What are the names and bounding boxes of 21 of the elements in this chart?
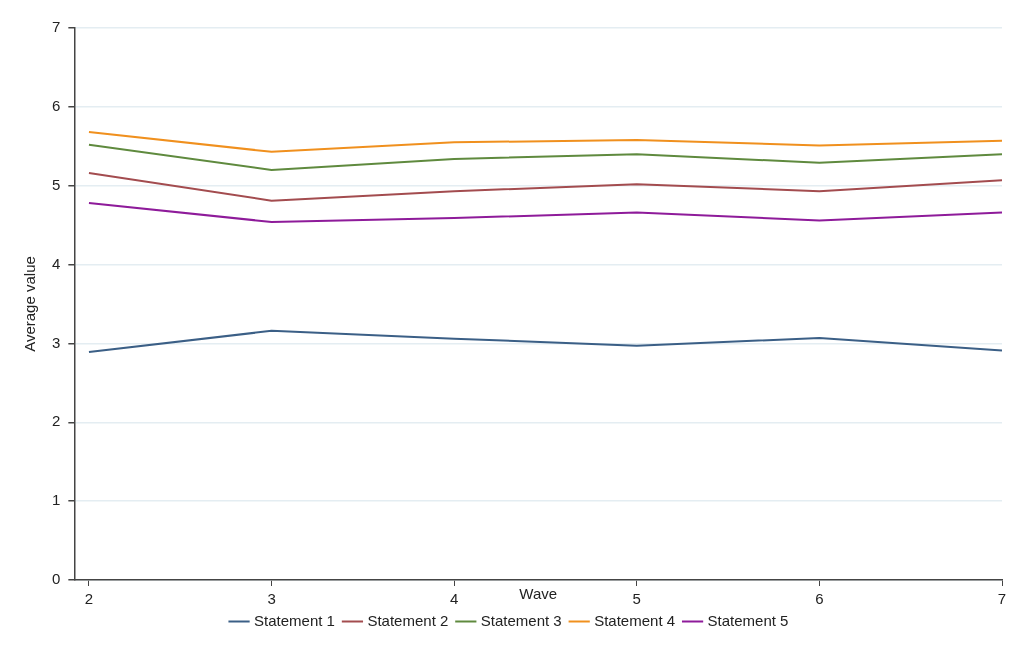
x-tick-label: 4: [450, 589, 459, 607]
legend-label: Statement 4: [594, 611, 676, 629]
y-tick-label: 3: [52, 333, 61, 351]
y-tick-label: 1: [52, 491, 61, 509]
y-tick-label: 6: [52, 97, 61, 114]
x-tick-label: 7: [997, 589, 1007, 607]
y-tick-label: 2: [52, 412, 61, 430]
x-tick-label: 5: [632, 589, 641, 607]
y-tick-label: 4: [52, 254, 61, 272]
x-tick-label: 2: [84, 589, 94, 607]
x-tick-label: 3: [267, 589, 276, 607]
legend-label: Statement 2: [367, 611, 449, 629]
y-tick-label: 7: [52, 18, 61, 36]
y-tick-label: 0: [52, 570, 61, 588]
legend-label: Statement 1: [254, 611, 335, 629]
y-axis-title: Average value: [21, 256, 39, 352]
y-tick-label: 5: [52, 175, 61, 193]
legend-label: Statement 3: [480, 611, 562, 629]
legend-label: Statement 5: [707, 611, 789, 629]
x-axis-title: Wave: [519, 585, 558, 603]
x-tick-label: 6: [815, 589, 824, 607]
